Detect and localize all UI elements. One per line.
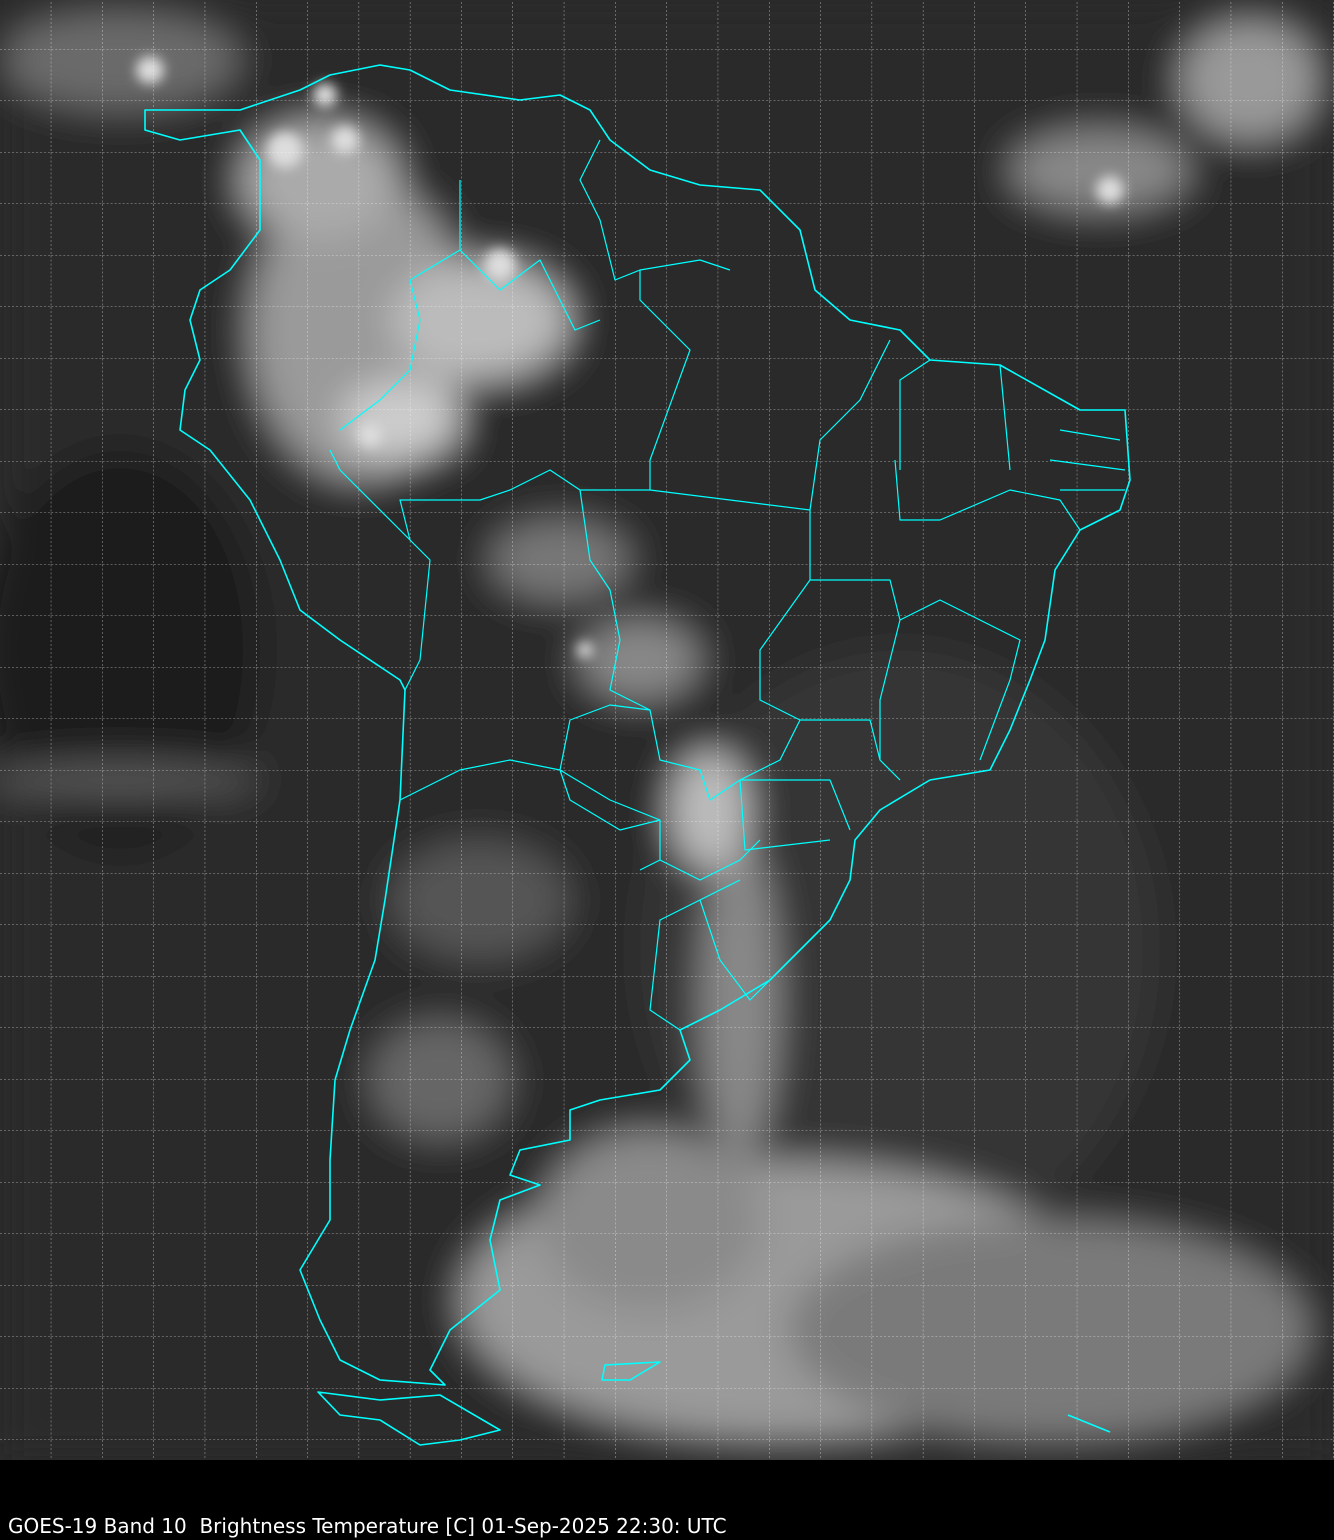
country-borders — [329, 139, 771, 1031]
south-america-coastline — [144, 64, 1131, 1386]
map-caption: GOES-19 Band 10 Brightness Temperature [… — [8, 1514, 727, 1538]
coastline-borders — [144, 64, 1131, 1446]
tierra-del-fuego — [317, 1391, 501, 1446]
falklands — [601, 1361, 661, 1381]
brazil-state-borders — [649, 339, 1126, 851]
satellite-map — [0, 0, 1334, 1460]
lat-lon-grid — [0, 0, 1334, 1460]
map-canvas — [0, 0, 1334, 1460]
south-georgia — [1067, 1414, 1111, 1433]
